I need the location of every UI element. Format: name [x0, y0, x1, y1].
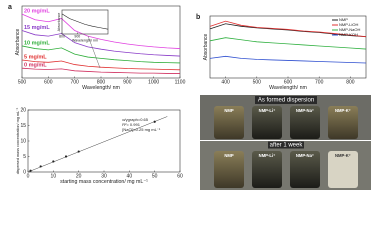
x-tick-label: 700: [315, 79, 324, 85]
y-tick-label: 15: [20, 123, 26, 129]
photo-title: after 1 week: [270, 143, 304, 149]
fit-line: [27, 116, 168, 173]
data-point: [39, 165, 42, 168]
x-tick-label: 50: [152, 173, 158, 179]
series-label: 0 mg/mL: [24, 63, 47, 69]
x-tick-label: 40: [127, 173, 133, 179]
legend-label: NMP-KOH: [339, 32, 358, 37]
series-label: 20 mg/mL: [24, 9, 50, 15]
data-point: [64, 155, 68, 158]
y-tick-label: 5: [23, 154, 26, 160]
y-axis-label: Absorbance: [203, 33, 209, 60]
x-tick-label: 10: [51, 173, 57, 179]
panel-label: b: [196, 14, 200, 21]
x-tick-label: 500: [18, 79, 27, 85]
photo-title: As formed dispersion: [258, 98, 314, 104]
y-tick-label: 10: [20, 138, 26, 144]
data-point: [153, 120, 156, 123]
x-axis-label: Wavelength/ nm: [269, 85, 307, 91]
x-tick-label: 900: [123, 79, 132, 85]
vial-label: NMP-K⁺: [335, 108, 351, 113]
vial: [328, 106, 358, 139]
y-axis-label: Absorbance: [15, 28, 21, 55]
vial-label: NMP-Na⁺: [296, 153, 314, 158]
x-tick-label: 20: [76, 173, 82, 179]
data-line: [21, 67, 180, 74]
series-label: 5 mg/mL: [24, 54, 47, 60]
vial: [252, 151, 282, 188]
y-tick-label: 0: [23, 169, 26, 175]
vial: [328, 151, 358, 188]
y-axis-label: dispersed mass concentration/ mg mL⁻¹: [16, 107, 20, 174]
x-tick-label: 900: [74, 35, 80, 39]
data-point: [52, 160, 55, 163]
legend-label: NMP-NaOH: [339, 27, 360, 32]
legend-label: NMP-LiOH: [339, 22, 358, 27]
data-point: [77, 150, 80, 153]
data-line: [21, 13, 181, 49]
x-tick-label: 600: [284, 79, 293, 85]
x-tick-label: 800: [346, 79, 355, 85]
data-line: [21, 45, 181, 64]
x-tick-label: 0: [27, 173, 30, 179]
data-line: [209, 20, 367, 38]
x-axis-label: starting mass concentration/ mg mL⁻¹: [60, 179, 148, 185]
vial-label: NMP-K⁺: [335, 153, 351, 158]
vial-label: NMP-Na⁺: [296, 108, 314, 113]
inset-pointer: [87, 35, 101, 69]
x-tick-label: 1000: [148, 79, 159, 85]
legend-label: NMP: [339, 17, 348, 22]
data-line: [209, 23, 367, 38]
annotation: α/γgraph=0.65: [122, 117, 149, 122]
vial-label: NMP: [224, 108, 234, 113]
x-tick-label: 800: [59, 35, 65, 39]
vials: [214, 106, 358, 188]
x-tick-label: 800: [97, 79, 106, 85]
y-axis-label: Absorbance: [57, 13, 61, 32]
data-line: [21, 30, 181, 57]
x-tick-label: 60: [177, 173, 183, 179]
x-axis-label: Wavelength/ nm: [82, 85, 120, 91]
vial-label: NMP: [224, 153, 234, 158]
x-tick-label: 600: [44, 79, 53, 85]
panel-label: a: [8, 4, 12, 11]
series-label: 10 mg/mL: [24, 40, 50, 46]
vial: [214, 106, 244, 139]
data-line: [21, 59, 181, 71]
photo-title-bg: [255, 96, 317, 104]
x-tick-label: 700: [70, 79, 79, 85]
x-axis-label: Wavelength/ nm: [72, 39, 98, 43]
data-line: [209, 55, 367, 64]
vial: [214, 151, 244, 188]
vial-label: NMP-Li⁺: [259, 108, 276, 113]
data-line: [209, 37, 367, 50]
vial-label: NMP-Li⁺: [259, 153, 276, 158]
vial: [290, 151, 320, 188]
annotation: R²= 0.991: [122, 122, 140, 127]
data-point: [29, 169, 32, 172]
x-tick-label: 1100: [175, 79, 186, 85]
x-tick-label: 500: [253, 79, 262, 85]
photo-title-bg: [268, 141, 304, 149]
annotation: [NaCl]=0.25 mg mL⁻¹: [122, 127, 161, 132]
series-label: 15 mg/mL: [24, 25, 50, 31]
plot-frame: [61, 9, 109, 35]
x-tick-label: 400: [221, 79, 230, 85]
vial: [252, 106, 282, 139]
y-tick-label: 20: [20, 107, 26, 113]
x-tick-label: 30: [101, 173, 107, 179]
data-line: [61, 13, 109, 30]
vial: [290, 106, 320, 139]
